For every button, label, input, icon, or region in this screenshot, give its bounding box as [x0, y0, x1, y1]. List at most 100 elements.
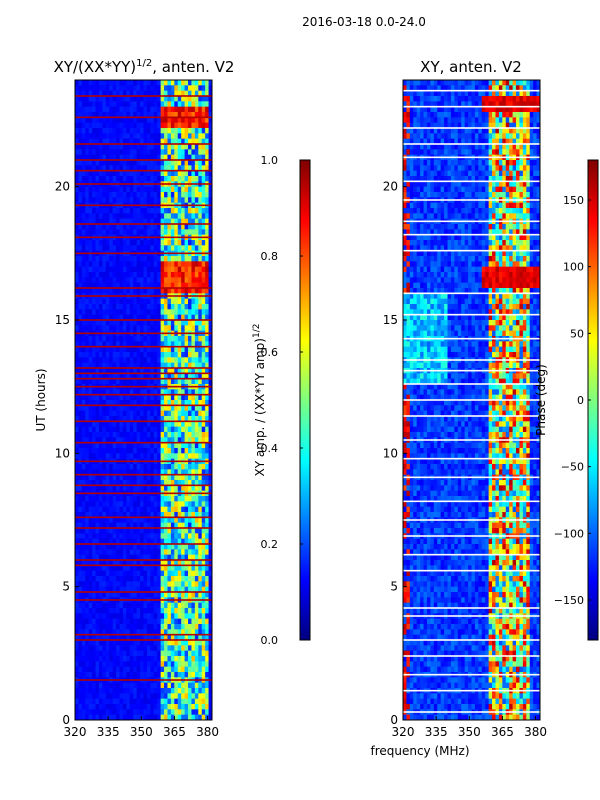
heatmap-cell [167, 714, 172, 720]
heatmap-cell [119, 682, 124, 689]
heatmap-cell [181, 704, 186, 710]
heatmap-cell [126, 112, 131, 118]
heatmap-cell [105, 410, 110, 417]
heatmap-cell [184, 656, 189, 662]
heatmap-cell [116, 704, 121, 710]
heatmap-cell [116, 154, 121, 161]
heatmap-cell [150, 336, 155, 342]
heatmap-cell [157, 453, 162, 460]
heatmap-cell [78, 96, 83, 102]
heatmap-cell [78, 341, 83, 348]
heatmap-cell [122, 517, 127, 524]
heatmap-cell [198, 261, 203, 268]
heatmap-cell [177, 405, 182, 412]
heatmap-cell [95, 117, 100, 124]
heatmap-cell [205, 453, 210, 460]
heatmap-cell [177, 272, 182, 278]
flagged-row [75, 599, 212, 601]
heatmap-cell [95, 512, 100, 518]
heatmap-cell [119, 272, 124, 278]
heatmap-cell [85, 698, 90, 705]
heatmap-cell [140, 714, 145, 720]
heatmap-cell [136, 666, 141, 673]
heatmap-cell [174, 160, 179, 166]
heatmap-cell [92, 213, 97, 220]
heatmap-cell [157, 586, 162, 593]
heatmap-cell [194, 432, 199, 438]
heatmap-cell [78, 133, 83, 140]
heatmap-cell [140, 117, 145, 124]
heatmap-cell [105, 80, 110, 86]
heatmap-cell [208, 469, 212, 476]
heatmap-cell [205, 560, 210, 566]
heatmap-cell [205, 272, 210, 278]
heatmap-cell [481, 90, 486, 97]
heatmap-cell [205, 240, 210, 246]
heatmap-cell [208, 314, 212, 321]
heatmap-cell [150, 80, 155, 86]
heatmap-cell [98, 138, 103, 145]
heatmap-cell [194, 389, 199, 396]
heatmap-cell [150, 416, 155, 422]
heatmap-cell [184, 464, 189, 470]
heatmap-cell [126, 341, 131, 348]
heatmap-cell [201, 144, 206, 150]
heatmap-cell [81, 149, 86, 156]
heatmap-cell [177, 154, 182, 161]
heatmap-cell [116, 160, 121, 166]
heatmap-cell [205, 362, 210, 369]
heatmap-cell [208, 357, 212, 364]
heatmap-cell [119, 133, 124, 140]
heatmap-cell [119, 229, 124, 236]
heatmap-cell [153, 325, 158, 332]
heatmap-cell [122, 362, 127, 369]
heatmap-cell [105, 90, 110, 97]
heatmap-cell [191, 149, 196, 156]
heatmap-cell [136, 448, 141, 454]
heatmap-cell [136, 165, 141, 172]
heatmap-cell [75, 208, 80, 214]
heatmap-cell [146, 272, 151, 278]
heatmap-cell [143, 90, 148, 97]
heatmap-cell [146, 256, 151, 262]
heatmap-cell [129, 298, 134, 305]
heatmap-cell [88, 341, 93, 348]
heatmap-cell [112, 586, 117, 593]
heatmap-cell [116, 405, 121, 412]
heatmap-cell [122, 512, 127, 518]
heatmap-cell [133, 442, 138, 449]
heatmap-cell [146, 362, 151, 369]
heatmap-cell [150, 469, 155, 476]
heatmap-cell [95, 394, 100, 401]
heatmap-cell [184, 448, 189, 454]
heatmap-cell [153, 661, 158, 668]
heatmap-cell [160, 581, 165, 588]
heatmap-cell [122, 613, 127, 620]
heatmap-cell [81, 229, 86, 236]
heatmap-cell [75, 154, 80, 161]
heatmap-cell [78, 469, 83, 476]
heatmap-cell [78, 592, 83, 598]
heatmap-cell [119, 565, 124, 572]
heatmap-cell [174, 709, 179, 716]
heatmap-cell [140, 90, 145, 97]
heatmap-cell [153, 106, 158, 113]
heatmap-cell [143, 656, 148, 662]
heatmap-cell [98, 282, 103, 289]
heatmap-cell [92, 160, 97, 166]
heatmap-cell [201, 549, 206, 556]
heatmap-cell [122, 442, 127, 449]
heatmap-cell [184, 693, 189, 700]
heatmap-cell [136, 208, 141, 214]
heatmap-cell [181, 144, 186, 150]
heatmap-cell [78, 266, 83, 273]
heatmap-cell [102, 426, 107, 433]
heatmap-cell [174, 389, 179, 396]
heatmap-cell [153, 469, 158, 476]
heatmap-cell [78, 624, 83, 630]
heatmap-cell [160, 277, 165, 284]
heatmap-cell [136, 314, 141, 321]
heatmap-cell [170, 240, 175, 246]
heatmap-cell [85, 96, 90, 102]
heatmap-cell [194, 560, 199, 566]
